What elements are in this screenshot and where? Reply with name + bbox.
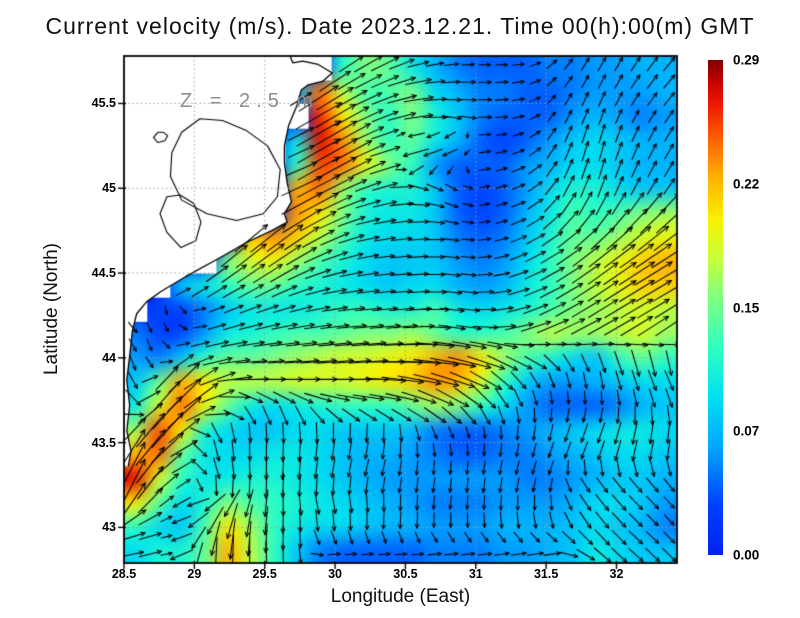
x-tick-label: 30.5 [393,567,418,581]
x-tick-label: 32 [609,567,624,581]
y-tick-label: 43.5 [91,435,116,450]
colorbar-tick-label: 0.15 [733,300,760,315]
y-tick-label: 44 [102,350,116,365]
colorbar-tick-label: 0.07 [733,423,760,439]
x-tick-label: 28.5 [111,567,137,581]
colorbar [708,60,723,555]
colorbar-tick-label: 0.22 [733,176,760,192]
x-tick-label: 29.5 [252,567,277,581]
y-tick-label: 43 [102,520,116,535]
y-tick-label: 45.5 [91,96,116,111]
x-axis-label: Longitude (East) [330,586,471,607]
chart-title: Current velocity (m/s). Date 2023.12.21.… [45,13,755,39]
colorbar-tick-label: 0.29 [733,52,760,68]
y-tick-label: 45 [102,181,116,196]
y-axis-label: Latitude (North) [41,242,62,376]
depth-annotation: Z = 2.5 m [180,90,320,112]
map-canvas [112,44,689,575]
y-tick-label: 44.5 [91,266,116,281]
x-tick-label: 31 [468,567,483,581]
colorbar-tick-label: 0.00 [733,547,760,563]
x-tick-label: 31.5 [533,567,559,581]
x-tick-label: 29 [187,567,202,581]
x-tick-label: 30 [328,567,343,581]
